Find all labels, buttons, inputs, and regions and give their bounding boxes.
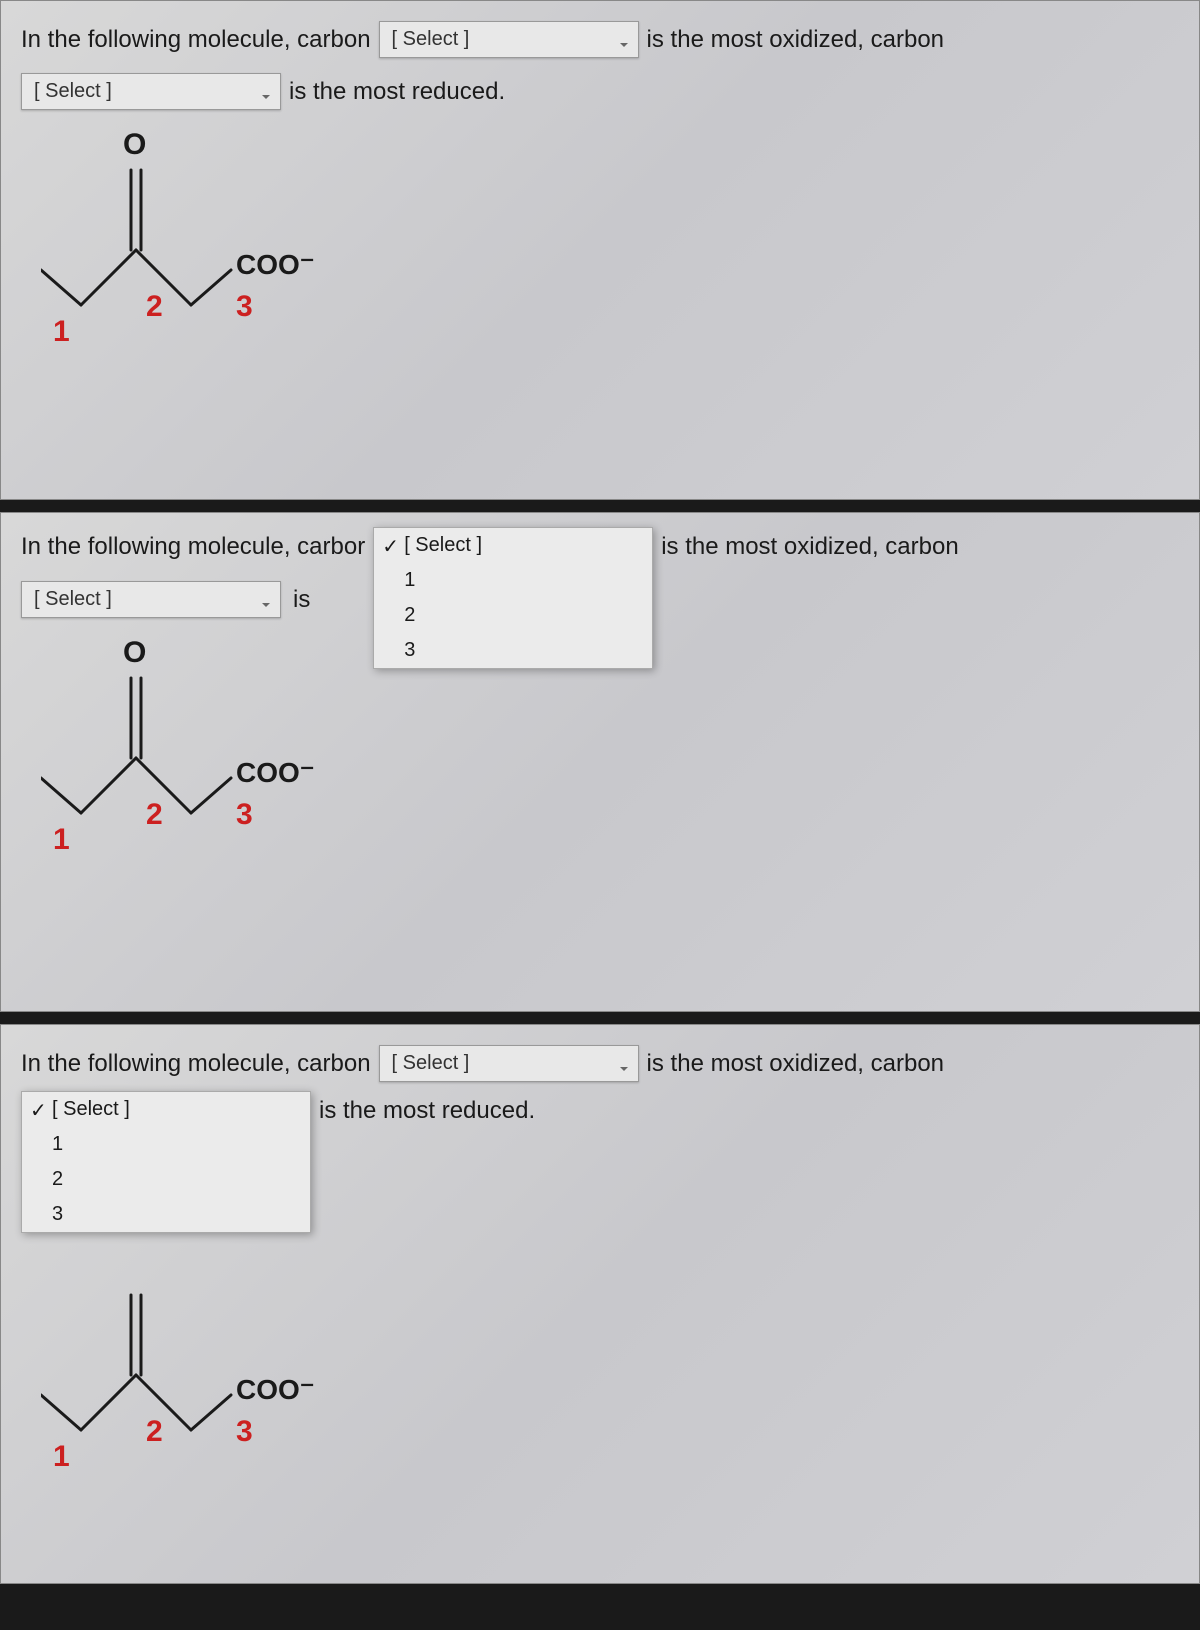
chevron-down-icon bbox=[618, 1058, 630, 1070]
question-line-1b: [ Select ] is the most reduced. bbox=[21, 73, 1179, 110]
carbon-label-1: 1 bbox=[53, 315, 70, 349]
carbon-label-2: 2 bbox=[146, 798, 163, 832]
select-oxidized-3[interactable]: [ Select ] bbox=[379, 1045, 639, 1082]
carbon-label-1: 1 bbox=[53, 1440, 70, 1474]
select-reduced-1[interactable]: [ Select ] bbox=[21, 73, 281, 110]
question-panel-2: In the following molecule, carbor [ Sele… bbox=[0, 512, 1200, 1012]
text-trailing: is the most reduced. bbox=[289, 78, 505, 106]
select-reduced-2[interactable]: [ Select ] bbox=[21, 581, 281, 618]
chevron-down-icon bbox=[618, 34, 630, 46]
carbon-label-2: 2 bbox=[146, 290, 163, 324]
select-placeholder: [ Select ] bbox=[34, 588, 112, 611]
question-line-3a: In the following molecule, carbon [ Sele… bbox=[21, 1045, 1179, 1082]
molecule-diagram-3: COO⁻ 1 2 3 bbox=[41, 1265, 321, 1525]
carbon-label-2: 2 bbox=[146, 1415, 163, 1449]
select-placeholder: [ Select ] bbox=[392, 28, 470, 51]
text-leading: In the following molecule, carbon bbox=[21, 26, 371, 54]
atom-coo: COO⁻ bbox=[236, 1373, 315, 1406]
text-leading: In the following molecule, carbor bbox=[21, 533, 365, 561]
molecule-diagram-1: O COO⁻ 1 2 3 bbox=[41, 140, 321, 400]
atom-coo: COO⁻ bbox=[236, 248, 315, 281]
atom-o: O bbox=[123, 636, 146, 670]
dropdown-item-3[interactable]: 3 bbox=[374, 633, 652, 668]
carbon-label-1: 1 bbox=[53, 823, 70, 857]
dropdown-item-2[interactable]: 2 bbox=[374, 598, 652, 633]
question-line-1a: In the following molecule, carbon [ Sele… bbox=[21, 21, 1179, 58]
dropdown-item-2[interactable]: 2 bbox=[22, 1162, 310, 1197]
question-panel-3: In the following molecule, carbon [ Sele… bbox=[0, 1024, 1200, 1584]
text-middle: is the most oxidized, carbon bbox=[661, 533, 958, 561]
dropdown-open-oxidized[interactable]: [ Select ] 1 2 3 bbox=[373, 527, 653, 669]
dropdown-item-3[interactable]: 3 bbox=[22, 1197, 310, 1232]
carbon-label-3: 3 bbox=[236, 1415, 253, 1449]
dropdown-item-select[interactable]: [ Select ] bbox=[374, 528, 652, 563]
select-placeholder: [ Select ] bbox=[392, 1052, 470, 1075]
chevron-down-icon bbox=[260, 86, 272, 98]
question-panel-1: In the following molecule, carbon [ Sele… bbox=[0, 0, 1200, 500]
dropdown-item-1[interactable]: 1 bbox=[374, 563, 652, 598]
select-placeholder: [ Select ] bbox=[34, 80, 112, 103]
dropdown-item-1[interactable]: 1 bbox=[22, 1127, 310, 1162]
question-line-3b: [ Select ] 1 2 3 . is the most reduced. bbox=[21, 1097, 1179, 1125]
text-trailing-cut: is bbox=[293, 586, 310, 614]
text-middle: is the most oxidized, carbon bbox=[647, 26, 944, 54]
text-middle: is the most oxidized, carbon bbox=[647, 1050, 944, 1078]
select-oxidized-1[interactable]: [ Select ] bbox=[379, 21, 639, 58]
text-trailing: is the most reduced. bbox=[319, 1097, 535, 1125]
carbon-label-3: 3 bbox=[236, 290, 253, 324]
atom-o: O bbox=[123, 128, 146, 162]
molecule-diagram-2: O COO⁻ 1 2 3 bbox=[41, 648, 321, 908]
carbon-label-3: 3 bbox=[236, 798, 253, 832]
chevron-down-icon bbox=[260, 594, 272, 606]
atom-coo: COO⁻ bbox=[236, 756, 315, 789]
dropdown-open-reduced[interactable]: [ Select ] 1 2 3 bbox=[21, 1091, 311, 1233]
question-line-2a: In the following molecule, carbor [ Sele… bbox=[21, 533, 1179, 561]
dropdown-item-select[interactable]: [ Select ] bbox=[22, 1092, 310, 1127]
text-leading: In the following molecule, carbon bbox=[21, 1050, 371, 1078]
